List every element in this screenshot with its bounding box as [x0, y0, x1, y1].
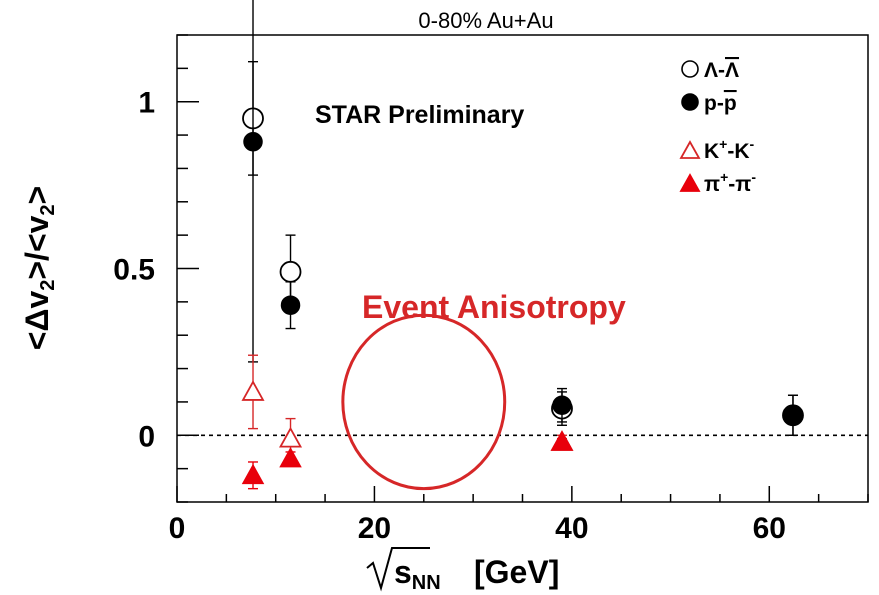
legend-lambda-text-b: Λ	[725, 59, 739, 82]
y-axis-label: <Δv2>/<v2>	[19, 186, 59, 350]
marker-open-triangle	[241, 380, 265, 401]
star-preliminary-label: STAR Preliminary	[315, 101, 524, 129]
legend-kaon-text-b: +	[719, 136, 727, 152]
legend-kaon-text-d: -	[750, 136, 755, 152]
legend-kaon-text-c: -K	[727, 140, 749, 163]
x-tick-label: 40	[555, 512, 588, 545]
marker-filled-circle	[783, 405, 803, 426]
legend: Λ-Λ p-p K+-K- π+-π-	[679, 59, 756, 196]
marker-open-circle	[279, 260, 302, 283]
marker-filled-circle	[552, 395, 572, 416]
marker-filled-triangle	[279, 447, 302, 468]
axis-ticks	[176, 34, 869, 503]
legend-entry-proton: p-p	[681, 92, 737, 115]
data-point	[241, 461, 265, 490]
x-axis-label-root: s	[394, 554, 412, 590]
event-anisotropy-label: Event Anisotropy	[362, 289, 626, 325]
marker-filled-triangle	[241, 463, 265, 485]
y-tick-label: 0.5	[113, 254, 155, 287]
x-axis-label-sub: NN	[412, 572, 441, 594]
y-axis-label-mid: >/<v	[19, 215, 55, 279]
marker-filled-triangle	[550, 430, 574, 451]
marker-open-triangle	[278, 426, 303, 448]
data-point	[279, 234, 302, 310]
data-point	[552, 387, 572, 423]
legend-marker-kaon	[679, 140, 701, 159]
x-axis-label-unit: [GeV]	[474, 554, 559, 590]
legend-proton-text-b: p	[724, 92, 737, 115]
legend-entry-lambda: Λ-Λ	[681, 59, 739, 82]
y-axis-label-open: <Δv	[19, 291, 55, 351]
data-point	[550, 430, 574, 451]
svg-text:Λ-Λ: Λ-Λ	[704, 59, 739, 82]
data-point	[243, 0, 263, 363]
sqrt-symbol	[366, 547, 430, 592]
legend-pion-text-a: π	[704, 173, 720, 196]
y-axis-label-close: >	[19, 186, 55, 205]
x-tick-label: 0	[169, 512, 186, 545]
highlight-ellipse	[341, 313, 507, 491]
svg-text:π+-π-: π+-π-	[704, 169, 756, 196]
svg-text:sNN[GeV]: sNN [GeV]	[394, 554, 559, 594]
data-points	[241, 0, 804, 490]
legend-entry-kaon: K+-K-	[679, 136, 755, 163]
x-tick-label: 60	[753, 512, 786, 545]
legend-pion-text-c: -π	[728, 173, 751, 196]
legend-marker-proton	[681, 93, 699, 111]
y-axis-label-sub2: 2	[37, 204, 59, 215]
svg-text:K+-K-: K+-K-	[704, 136, 755, 163]
legend-pion-text-d: -	[751, 169, 756, 185]
data-point	[280, 281, 301, 330]
legend-pion-text-b: +	[720, 169, 728, 185]
legend-proton-text-a: p-	[704, 92, 724, 115]
y-tick-label: 0	[138, 420, 155, 453]
marker-filled-circle	[280, 295, 301, 315]
marker-filled-circle	[243, 131, 263, 152]
data-point	[241, 354, 265, 430]
x-tick-label: 20	[358, 512, 391, 545]
axis-tick-labels: 0 20 40 60 0 0.5 1	[113, 87, 786, 545]
legend-lambda-text-a: Λ-	[704, 59, 725, 82]
x-axis-label: sNN [GeV]	[366, 547, 559, 594]
y-axis-label-sub1: 2	[37, 280, 59, 291]
y-tick-label: 1	[138, 87, 155, 120]
data-point	[279, 447, 302, 468]
legend-marker-lambda	[681, 60, 699, 78]
legend-kaon-text-a: K	[704, 140, 719, 163]
chart-title: 0-80% Au+Au	[418, 8, 553, 33]
legend-entry-pion: π+-π-	[679, 169, 756, 196]
legend-marker-pion	[679, 173, 701, 192]
svg-text:p-p: p-p	[704, 92, 737, 115]
data-point	[783, 394, 803, 436]
